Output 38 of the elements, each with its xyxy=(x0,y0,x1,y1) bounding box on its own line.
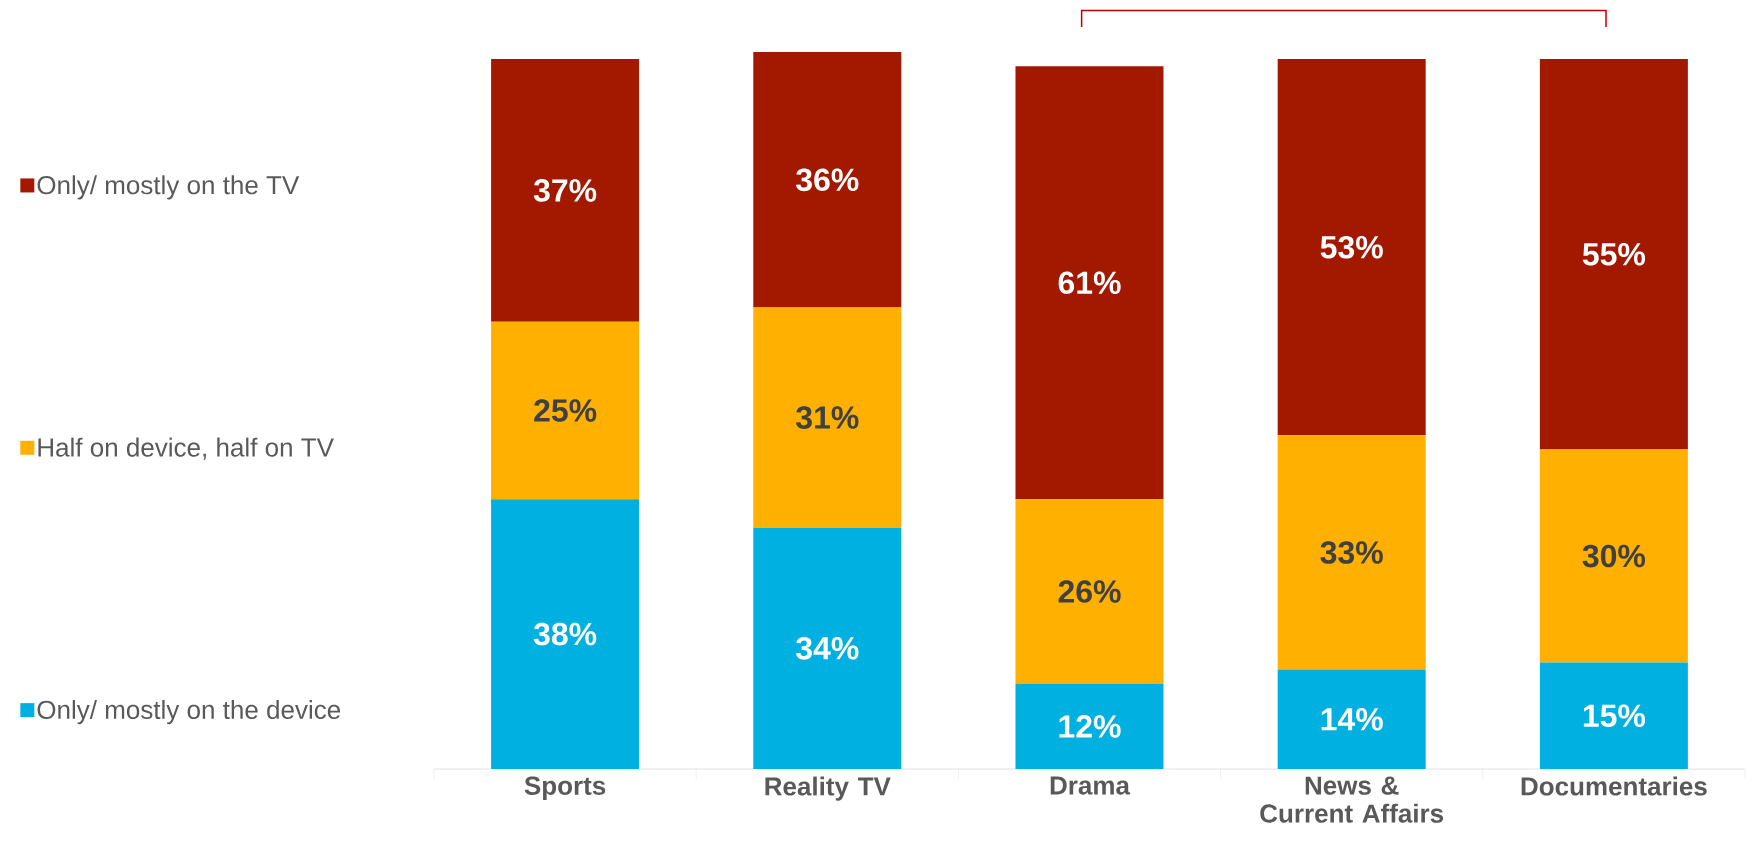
data-label: 55% xyxy=(1582,243,1646,266)
bar xyxy=(1539,59,1688,450)
data-label: 38% xyxy=(533,622,597,646)
bar xyxy=(1015,499,1164,684)
data-label: 61% xyxy=(1058,271,1121,295)
data-label: 30% xyxy=(1582,544,1646,568)
bar xyxy=(1277,59,1426,436)
data-label: 14% xyxy=(1321,708,1383,731)
bar xyxy=(1277,669,1426,769)
data-label: 26% xyxy=(1058,580,1121,603)
x-tick-label: News & Current Affairs xyxy=(1260,776,1444,823)
bar xyxy=(753,307,902,528)
bar xyxy=(1539,662,1688,769)
x-tick-label: Documentaries xyxy=(1521,776,1707,796)
x-tick-label: Drama xyxy=(1050,776,1131,795)
x-tick-label: Reality TV xyxy=(765,776,891,801)
bar xyxy=(1539,449,1688,663)
bar xyxy=(491,59,640,322)
data-label: 25% xyxy=(534,399,597,422)
data-label: 37% xyxy=(533,179,597,202)
legend-label: Only/ mostly on the TV xyxy=(37,175,300,200)
bar xyxy=(1015,683,1164,769)
x-tick-label: Sports xyxy=(524,776,606,801)
legend-label: Half on device, half on TV xyxy=(38,437,334,460)
data-label: 34% xyxy=(796,636,859,660)
bar xyxy=(1015,66,1164,500)
data-label: 33% xyxy=(1320,541,1383,564)
data-label: 53% xyxy=(1320,235,1383,259)
bar xyxy=(491,321,640,500)
legend-label: Only/ mostly on the device xyxy=(37,699,341,725)
bar xyxy=(491,499,640,769)
bar xyxy=(753,527,902,769)
data-label: 36% xyxy=(796,168,859,192)
data-label: 15% xyxy=(1583,704,1646,728)
bar xyxy=(753,51,902,308)
data-label: 31% xyxy=(796,406,859,429)
data-label: 12% xyxy=(1059,715,1121,738)
bar xyxy=(1277,435,1426,670)
